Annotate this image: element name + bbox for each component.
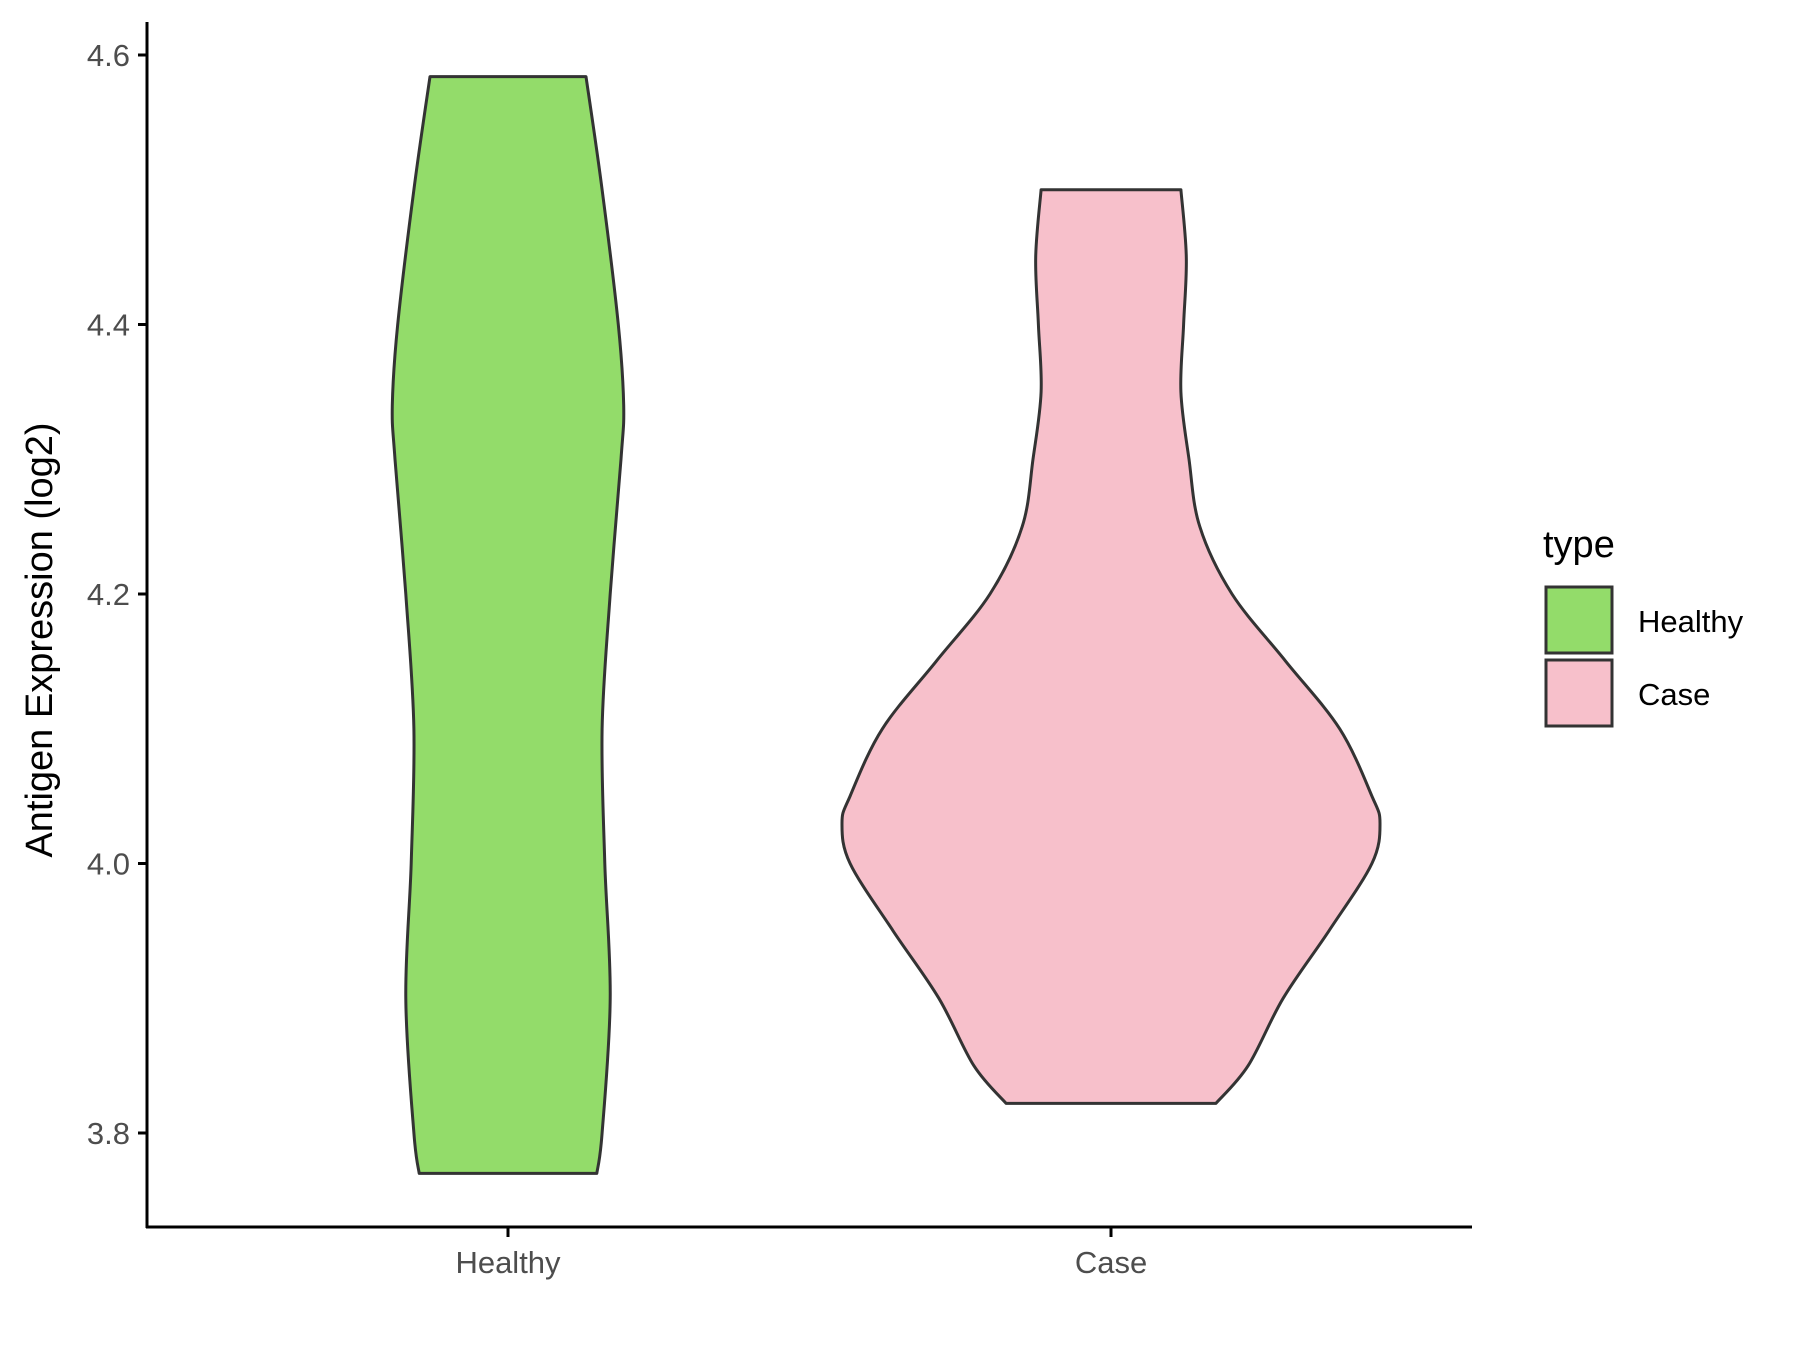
- x-tick-label: Healthy: [455, 1245, 561, 1280]
- y-tick-label: 4.6: [87, 38, 130, 73]
- x-tick-label: Case: [1075, 1245, 1147, 1280]
- violin-healthy: [390, 75, 626, 1175]
- y-axis-title: Antigen Expression (log2): [19, 422, 61, 857]
- y-tick-label: 3.8: [87, 1116, 130, 1151]
- y-tick-label: 4.4: [87, 308, 130, 343]
- y-ticks: 3.8 4.0 4.2 4.4 4.6: [87, 38, 147, 1151]
- legend-key-healthy: [1544, 585, 1614, 655]
- legend-label: Healthy: [1638, 604, 1744, 639]
- legend: Healthy Case: [1544, 585, 1744, 728]
- legend-title: type: [1543, 524, 1615, 566]
- violin-case: [840, 188, 1382, 1105]
- violins: [390, 75, 1382, 1175]
- legend-label: Case: [1638, 677, 1710, 712]
- y-tick-label: 4.0: [87, 847, 130, 882]
- legend-key-case: [1544, 658, 1614, 728]
- x-ticks: Healthy Case: [455, 1227, 1147, 1280]
- y-tick-label: 4.2: [87, 577, 130, 612]
